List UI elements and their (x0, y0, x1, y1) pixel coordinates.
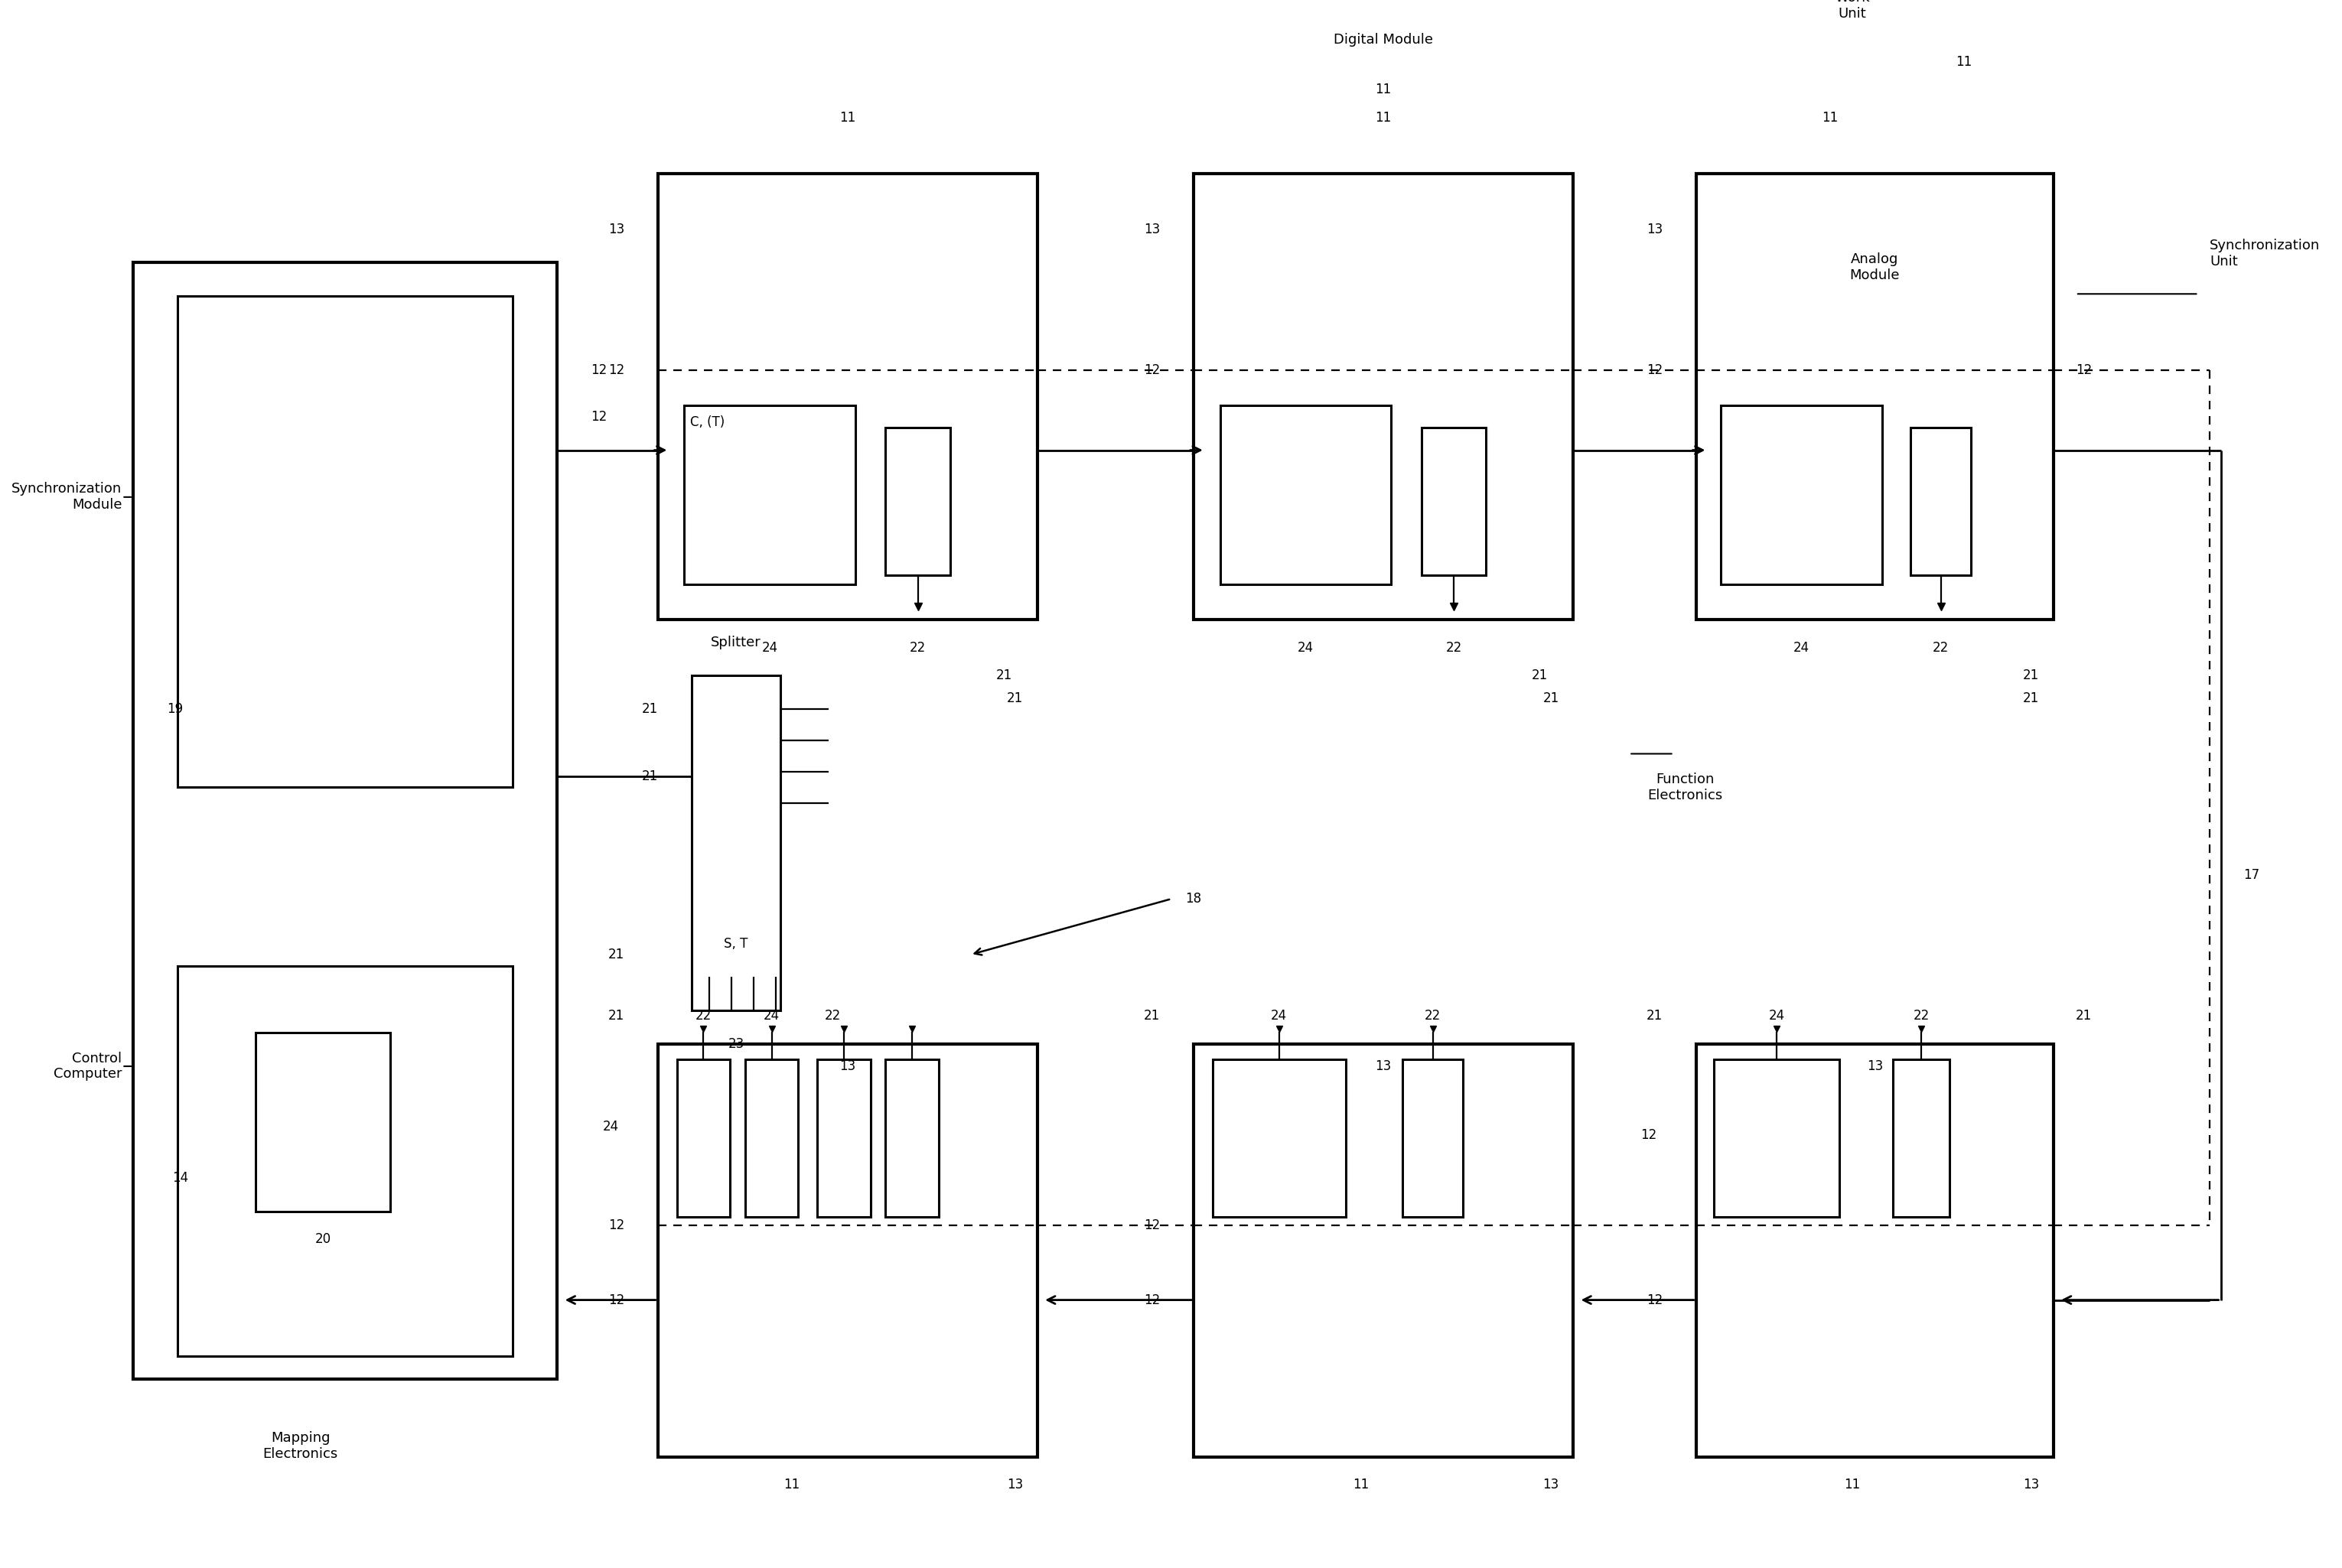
Text: 24: 24 (1768, 1010, 1785, 1022)
Bar (658, 1044, 1038, 1457)
Text: 22: 22 (909, 641, 925, 654)
Bar (658, 174, 1038, 619)
Text: 21: 21 (1007, 691, 1023, 706)
Text: 22: 22 (1932, 641, 1949, 654)
Text: 13: 13 (838, 1060, 855, 1073)
Text: 24: 24 (761, 641, 778, 654)
Text: 12: 12 (2075, 362, 2091, 376)
Text: 21: 21 (995, 668, 1012, 682)
Text: Analog
Module: Analog Module (1850, 252, 1899, 282)
Text: 11: 11 (1354, 1479, 1370, 1491)
Text: Splitter: Splitter (712, 635, 761, 649)
Bar (178, 296, 513, 787)
Text: 11: 11 (1956, 55, 1972, 69)
Text: 22: 22 (696, 1010, 712, 1022)
Bar (684, 406, 855, 585)
Bar (1714, 1060, 1838, 1217)
Text: 11: 11 (838, 111, 855, 124)
Text: Synchronization
Module: Synchronization Module (12, 483, 122, 511)
Text: 12: 12 (609, 1218, 625, 1232)
Text: 24: 24 (602, 1120, 618, 1134)
Text: 22: 22 (1913, 1010, 1930, 1022)
Text: 22: 22 (1424, 1010, 1440, 1022)
Text: Mapping
Electronics: Mapping Electronics (262, 1432, 337, 1460)
Bar (1911, 428, 1972, 575)
Text: 21: 21 (2023, 668, 2040, 682)
Text: S, T: S, T (724, 936, 747, 950)
Bar (178, 966, 513, 1356)
Text: 12: 12 (590, 409, 607, 423)
Text: Function
Electronics: Function Electronics (1646, 773, 1721, 803)
Bar (1213, 1060, 1347, 1217)
Text: Digital Module: Digital Module (1333, 33, 1433, 47)
Bar (1721, 406, 1883, 585)
Bar (1194, 174, 1574, 619)
Text: 11: 11 (1822, 111, 1838, 124)
Bar (817, 1060, 871, 1217)
Text: 24: 24 (763, 1010, 780, 1022)
Text: 21: 21 (642, 770, 658, 782)
Text: 12: 12 (1646, 362, 1663, 376)
Text: 13: 13 (1143, 223, 1159, 237)
Text: 21: 21 (1143, 1010, 1159, 1022)
Text: 12: 12 (1646, 1294, 1663, 1306)
Text: 14: 14 (173, 1171, 187, 1185)
Bar (885, 1060, 939, 1217)
Text: 24: 24 (1297, 641, 1314, 654)
Text: 13: 13 (1646, 223, 1663, 237)
Text: 11: 11 (1843, 1479, 1860, 1491)
Text: 11: 11 (785, 1479, 801, 1491)
Bar (1403, 1060, 1464, 1217)
Text: 13: 13 (1375, 1060, 1391, 1073)
Text: 24: 24 (1272, 1010, 1288, 1022)
Bar (1422, 428, 1485, 575)
Text: 21: 21 (2075, 1010, 2091, 1022)
Text: 13: 13 (1007, 1479, 1023, 1491)
Text: Work
Unit: Work Unit (1834, 0, 1869, 20)
Text: 22: 22 (1445, 641, 1461, 654)
Bar (745, 1060, 799, 1217)
Text: 21: 21 (2023, 691, 2040, 706)
Text: 21: 21 (609, 947, 625, 961)
Text: 21: 21 (1532, 668, 1548, 682)
Text: 21: 21 (609, 1010, 625, 1022)
Text: Control
Computer: Control Computer (54, 1052, 122, 1080)
Text: 23: 23 (728, 1036, 745, 1051)
Bar (1696, 174, 2054, 619)
Text: 21: 21 (642, 702, 658, 717)
Bar (1892, 1060, 1951, 1217)
Text: 12: 12 (1642, 1127, 1658, 1142)
Bar (691, 676, 780, 1010)
Text: 12: 12 (1143, 1294, 1159, 1306)
Text: 12: 12 (609, 1294, 625, 1306)
Text: 20: 20 (314, 1232, 330, 1247)
Text: 13: 13 (609, 223, 625, 237)
Text: Synchronization
Unit: Synchronization Unit (2209, 238, 2321, 268)
Bar (255, 1033, 389, 1212)
Text: C, (T): C, (T) (691, 416, 724, 430)
Text: 12: 12 (590, 362, 607, 376)
Text: 21: 21 (1543, 691, 1560, 706)
Bar (677, 1060, 731, 1217)
Bar (885, 428, 951, 575)
Bar (1194, 1044, 1574, 1457)
Bar (1696, 1044, 2054, 1457)
Bar (1220, 406, 1391, 585)
Text: 13: 13 (2023, 1479, 2040, 1491)
Text: 22: 22 (824, 1010, 841, 1022)
Text: 12: 12 (1143, 362, 1159, 376)
Text: 19: 19 (166, 702, 183, 717)
Bar (133, 263, 557, 1378)
Text: 12: 12 (609, 362, 625, 376)
Text: 11: 11 (1375, 111, 1391, 124)
Text: 12: 12 (1143, 1218, 1159, 1232)
Text: 13: 13 (1867, 1060, 1883, 1073)
Text: 11: 11 (1375, 83, 1391, 97)
Text: 24: 24 (1794, 641, 1810, 654)
Text: 17: 17 (2244, 869, 2260, 881)
Text: 18: 18 (1185, 892, 1201, 906)
Text: 13: 13 (1543, 1479, 1560, 1491)
Text: 21: 21 (1646, 1010, 1663, 1022)
